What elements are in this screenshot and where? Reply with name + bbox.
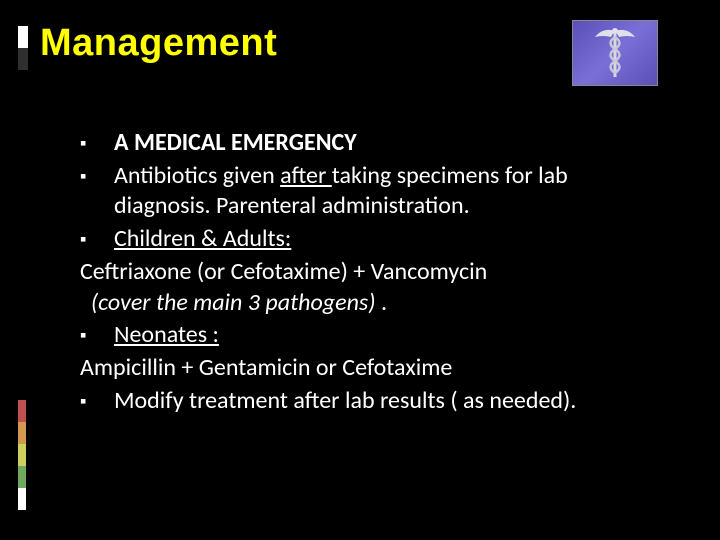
bullet-text-modify: Modify treatment after lab results ( as … — [114, 386, 660, 417]
bullet-marker-icon: ▪ — [80, 128, 114, 159]
slide-body: ▪ A MEDICAL EMERGENCY ▪ Antibiotics give… — [80, 128, 660, 418]
bullet-item: ▪ Children & Adults: — [80, 224, 660, 255]
text-underline: after — [280, 161, 332, 190]
accent-bar-bottom — [18, 400, 26, 510]
slide-title: Management — [40, 22, 277, 65]
text-fragment: . — [376, 288, 387, 317]
bullet-text-emergency: A MEDICAL EMERGENCY — [114, 128, 660, 159]
bullet-text-children-adults: Children & Adults: — [114, 224, 660, 255]
text-italic: (cover the main 3 pathogens) — [91, 288, 376, 317]
bullet-marker-icon: ▪ — [80, 320, 114, 351]
caduceus-icon — [592, 25, 638, 81]
accent-seg — [18, 488, 26, 510]
bullet-text-antibiotics: Antibiotics given after taking specimens… — [114, 161, 660, 222]
accent-seg — [18, 48, 28, 70]
text-fragment: Ceftriaxone (or Cefotaxime) + Vancomycin — [80, 257, 487, 286]
bullet-marker-icon: ▪ — [80, 161, 114, 222]
accent-seg — [18, 400, 26, 422]
accent-seg — [18, 26, 28, 48]
body-line-ampicillin: Ampicillin + Gentamicin or Cefotaxime — [80, 353, 660, 384]
bullet-marker-icon: ▪ — [80, 224, 114, 255]
bullet-text-neonates: Neonates : — [114, 320, 660, 351]
body-line-ceftriaxone: Ceftriaxone (or Cefotaxime) + Vancomycin… — [80, 257, 660, 318]
bullet-item: ▪ Neonates : — [80, 320, 660, 351]
accent-seg — [18, 422, 26, 444]
medical-emblem-image — [572, 20, 658, 86]
bullet-item: ▪ Antibiotics given after taking specime… — [80, 161, 660, 222]
bullet-marker-icon: ▪ — [80, 386, 114, 417]
accent-seg — [18, 466, 26, 488]
accent-seg — [18, 444, 26, 466]
snakes-icon — [592, 25, 638, 81]
text-fragment: Antibiotics given — [114, 161, 280, 190]
bullet-item: ▪ A MEDICAL EMERGENCY — [80, 128, 660, 159]
bullet-item: ▪ Modify treatment after lab results ( a… — [80, 386, 660, 417]
accent-bar-top — [18, 26, 28, 70]
